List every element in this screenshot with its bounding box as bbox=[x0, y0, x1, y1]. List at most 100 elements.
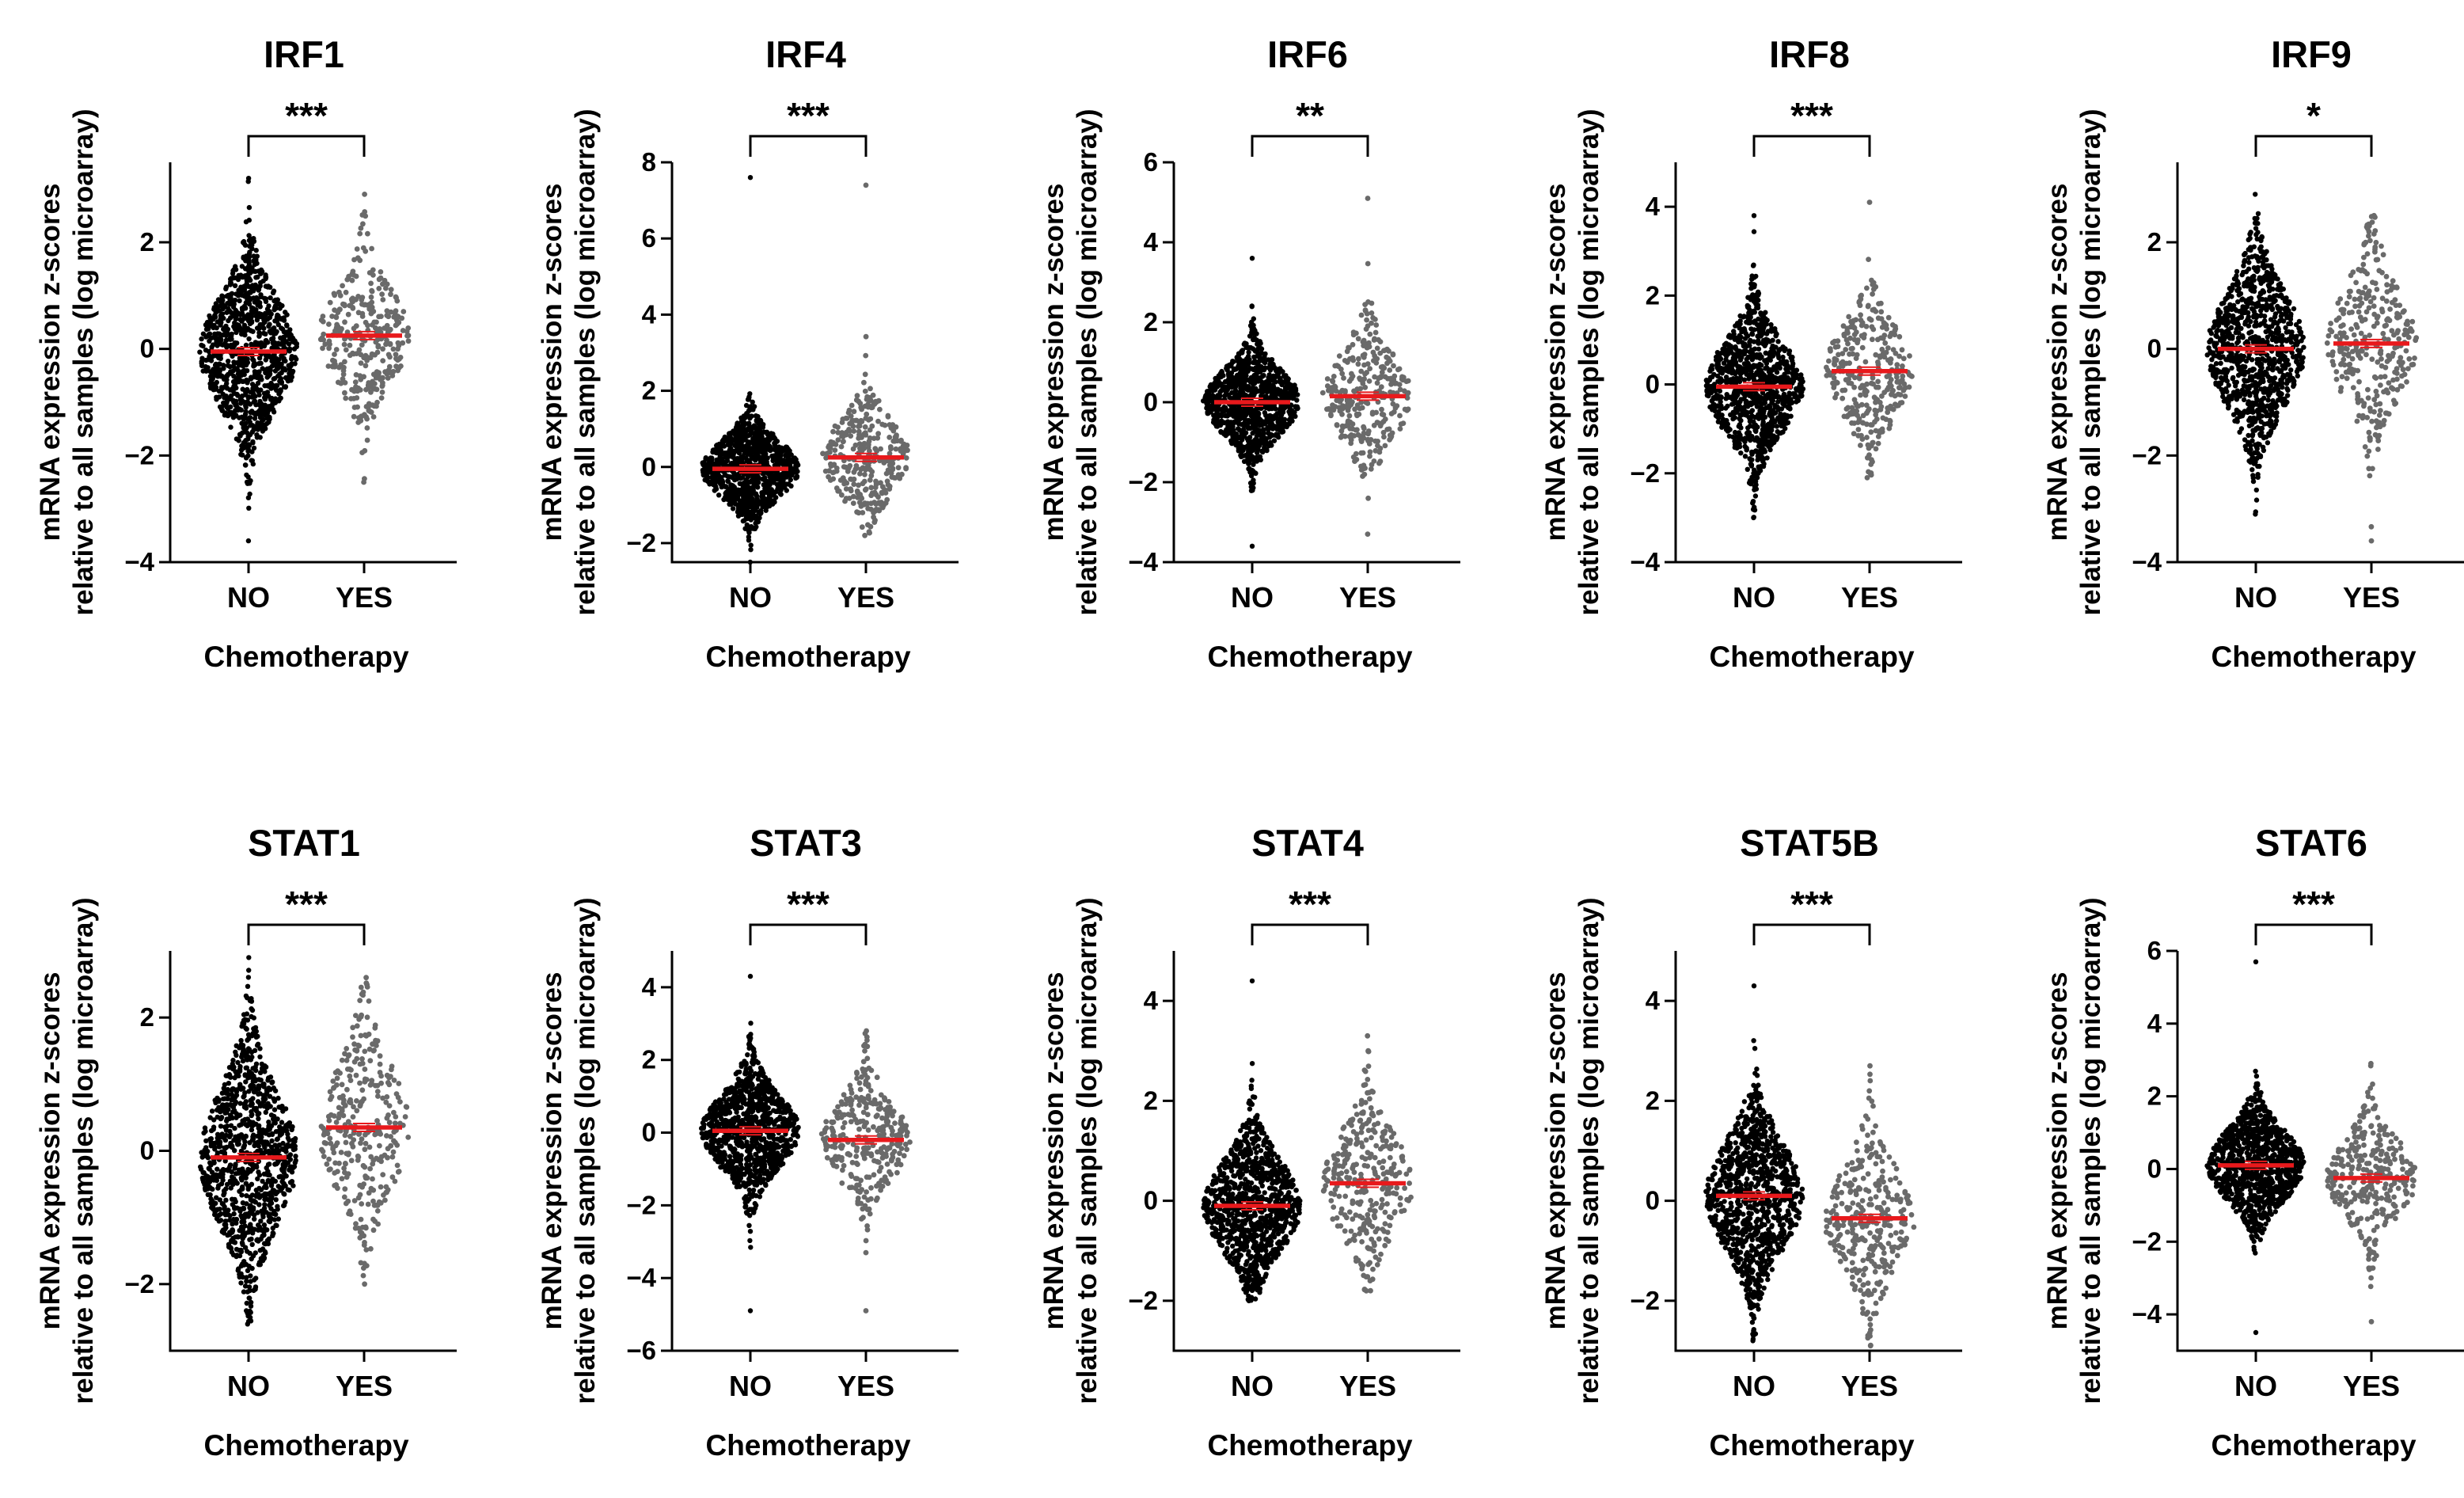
data-point bbox=[1741, 377, 1748, 382]
data-point bbox=[393, 308, 399, 314]
data-point bbox=[1345, 408, 1351, 413]
data-point bbox=[287, 331, 293, 336]
data-point bbox=[751, 404, 757, 409]
data-point bbox=[707, 462, 713, 468]
data-point bbox=[1249, 256, 1255, 261]
data-point bbox=[872, 508, 879, 514]
data-point bbox=[1364, 370, 1369, 375]
data-point bbox=[356, 347, 363, 353]
data-point bbox=[379, 390, 385, 395]
data-point bbox=[1242, 376, 1248, 382]
data-point bbox=[1794, 367, 1800, 373]
data-point bbox=[1251, 359, 1256, 366]
data-point bbox=[1319, 390, 1326, 396]
data-point bbox=[1366, 378, 1372, 384]
data-point bbox=[1760, 340, 1766, 346]
data-point bbox=[838, 443, 845, 450]
significance-bracket bbox=[749, 135, 868, 157]
data-point bbox=[1736, 439, 1741, 444]
data-point bbox=[1756, 412, 1761, 417]
data-point bbox=[859, 406, 864, 413]
data-point bbox=[207, 353, 212, 359]
significance-label: *** bbox=[285, 95, 328, 136]
data-point bbox=[1284, 421, 1289, 428]
data-point bbox=[388, 287, 394, 293]
data-point bbox=[264, 390, 271, 395]
data-point bbox=[832, 447, 838, 453]
data-point bbox=[355, 294, 361, 299]
data-point bbox=[1733, 399, 1738, 405]
data-point bbox=[740, 492, 746, 498]
y-tick-label: 0 bbox=[642, 452, 656, 481]
data-point bbox=[859, 524, 865, 530]
data-point bbox=[367, 304, 374, 310]
data-point bbox=[1731, 390, 1737, 396]
data-point bbox=[1241, 409, 1247, 414]
data-point bbox=[1740, 349, 1746, 355]
data-point bbox=[249, 394, 255, 400]
data-point bbox=[867, 394, 872, 401]
data-point bbox=[238, 373, 244, 378]
data-point bbox=[745, 397, 751, 402]
data-point bbox=[385, 314, 392, 320]
data-point bbox=[746, 451, 753, 457]
data-point bbox=[850, 500, 856, 506]
data-point bbox=[743, 504, 750, 510]
data-point bbox=[396, 343, 402, 348]
data-point bbox=[341, 341, 347, 348]
data-point bbox=[1732, 429, 1738, 435]
data-point bbox=[780, 481, 785, 487]
data-point bbox=[862, 472, 868, 477]
data-point bbox=[280, 367, 286, 372]
data-point bbox=[374, 319, 379, 325]
data-point bbox=[379, 382, 385, 389]
data-point bbox=[333, 314, 340, 321]
data-point bbox=[871, 519, 878, 525]
data-point bbox=[384, 308, 390, 314]
data-point bbox=[284, 312, 290, 317]
data-point bbox=[1215, 407, 1221, 413]
data-point bbox=[1757, 439, 1763, 444]
data-point bbox=[1208, 382, 1214, 388]
data-point bbox=[731, 453, 736, 458]
data-point bbox=[826, 468, 832, 474]
data-point bbox=[1259, 434, 1265, 440]
data-point bbox=[225, 405, 231, 412]
data-point bbox=[1234, 355, 1240, 361]
data-point bbox=[737, 511, 742, 518]
data-point bbox=[867, 477, 873, 483]
data-point bbox=[276, 301, 282, 307]
data-point bbox=[374, 349, 381, 355]
data-point bbox=[327, 299, 333, 306]
data-point bbox=[856, 441, 863, 447]
data-point bbox=[217, 404, 223, 410]
data-point bbox=[731, 449, 738, 454]
data-point bbox=[1263, 394, 1269, 399]
data-point bbox=[378, 275, 384, 281]
data-point bbox=[1260, 358, 1266, 364]
data-point bbox=[716, 473, 722, 479]
data-point bbox=[1372, 317, 1378, 322]
data-point bbox=[748, 542, 754, 548]
data-point bbox=[1748, 400, 1754, 405]
data-point bbox=[228, 424, 233, 430]
data-point bbox=[338, 380, 344, 386]
data-point bbox=[839, 430, 845, 435]
data-point bbox=[340, 376, 346, 382]
data-point bbox=[216, 354, 222, 359]
data-point bbox=[1227, 408, 1232, 414]
data-point bbox=[844, 416, 850, 421]
data-point bbox=[241, 238, 247, 245]
data-point bbox=[370, 308, 377, 314]
data-point bbox=[1373, 360, 1380, 366]
data-point bbox=[363, 404, 370, 409]
data-point bbox=[1772, 402, 1778, 409]
data-point bbox=[287, 336, 293, 342]
data-point bbox=[230, 304, 237, 310]
x-category-label: NO bbox=[1231, 581, 1274, 614]
data-point bbox=[716, 450, 722, 455]
data-point bbox=[251, 427, 256, 432]
data-point bbox=[1370, 349, 1376, 355]
data-point bbox=[742, 499, 747, 504]
data-point bbox=[754, 435, 760, 442]
